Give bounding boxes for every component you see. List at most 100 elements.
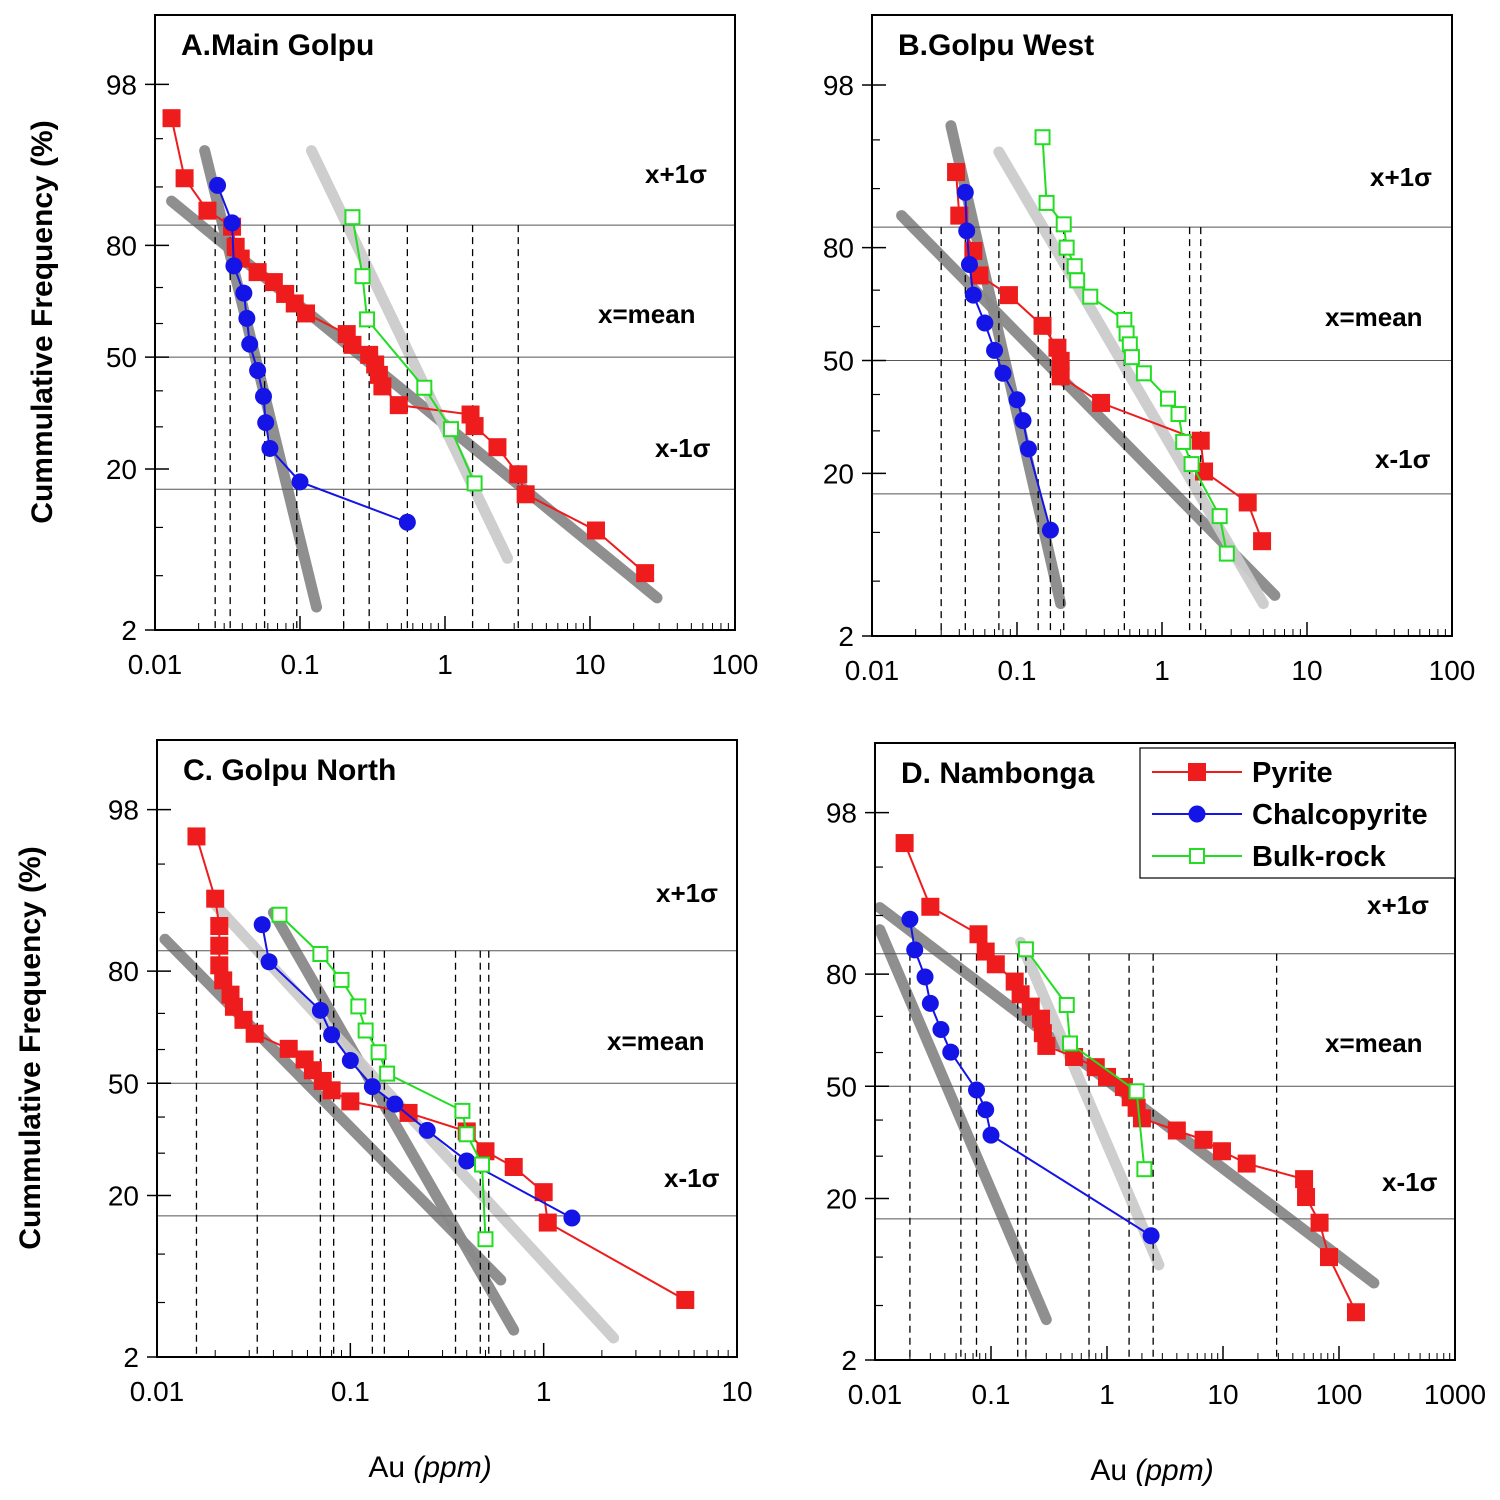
x-tick-label: 0.01 [845, 655, 900, 686]
chalcopyrite-point [323, 1026, 341, 1044]
bulk-rock-point [1218, 545, 1235, 562]
bulk-rock-point [354, 268, 371, 285]
pyrite-point [322, 1081, 341, 1100]
pyrite-point [343, 335, 362, 354]
bulk-rock-point [333, 971, 350, 988]
chalcopyrite-line [216, 185, 408, 524]
fit-line-1 [896, 210, 1281, 601]
chalcopyrite-point [942, 1043, 960, 1061]
chalcopyrite-point [563, 1209, 581, 1227]
x-tick-label: 10 [574, 649, 605, 680]
y-tick-label: 98 [108, 795, 139, 826]
pyrite-point [162, 109, 181, 128]
pyrite-point [895, 834, 914, 853]
bulk-rock-point [312, 946, 329, 963]
x-tick-label: 1 [536, 1376, 552, 1407]
bulk-rock-point [370, 1044, 387, 1061]
chalcopyrite-point [418, 1121, 436, 1139]
pyrite-point [373, 377, 392, 396]
x-tick-label: 100 [1316, 1379, 1363, 1410]
panel-title: B.Golpu West [898, 29, 1094, 62]
chalcopyrite-point [960, 255, 978, 273]
bulk-rock-point [1183, 456, 1200, 473]
chalcopyrite-line [261, 924, 573, 1219]
minus-sigma-label: x-1σ [655, 433, 711, 463]
bulk-rock-point [350, 998, 367, 1015]
pyrite-point [1194, 1130, 1213, 1149]
legend-marker [1189, 848, 1205, 864]
panel-title: D. Nambonga [901, 757, 1095, 790]
pyrite-point [1132, 1109, 1151, 1128]
chalcopyrite-line [908, 919, 1152, 1237]
plot-frame [874, 742, 1456, 1361]
pyrite-point [1065, 1047, 1084, 1066]
mean-label: x=mean [607, 1026, 705, 1056]
pyrite-point [389, 396, 408, 415]
pyrite-point [465, 417, 484, 436]
fit-line-2 [945, 120, 1067, 610]
chalcopyrite-point [209, 176, 227, 194]
pyrite-point [248, 263, 267, 282]
x-tick-label: 0.1 [331, 1376, 370, 1407]
chalcopyrite-point [386, 1095, 404, 1113]
bulk-rock-point [1136, 1161, 1153, 1178]
pyrite-point [534, 1183, 553, 1202]
chalcopyrite-point [257, 414, 275, 432]
pyrite-point [947, 163, 966, 182]
bulk-rock-point [271, 906, 288, 923]
y-tick-label: 2 [123, 1342, 139, 1373]
pyrite-point [476, 1142, 495, 1161]
pyrite-point [1237, 1154, 1256, 1173]
y-tick-label: 80 [106, 230, 137, 261]
x-tick-label: 1000 [1424, 1379, 1486, 1410]
panel-title: A.Main Golpu [181, 29, 374, 62]
pyrite-point [1320, 1248, 1339, 1267]
pyrite-point [587, 521, 606, 540]
minus-sigma-label: x-1σ [1375, 444, 1431, 474]
pyrite-point [1295, 1170, 1314, 1189]
y-tick-label: 98 [106, 69, 137, 100]
pyrite-point [509, 465, 528, 484]
fit-line-3 [1015, 936, 1165, 1271]
pyrite-point [1212, 1142, 1231, 1161]
mean-label: x=mean [598, 299, 696, 329]
fit-line-2 [874, 924, 1052, 1326]
minus-sigma-label: x-1σ [1382, 1167, 1438, 1197]
chalcopyrite-point [994, 364, 1012, 382]
bulk-rock-point [1058, 239, 1075, 256]
pyrite-point [986, 955, 1005, 974]
legend-label: Chalcopyrite [1252, 799, 1428, 831]
mean-label: x=mean [1325, 1028, 1423, 1058]
x-tick-label: 0.01 [130, 1376, 185, 1407]
chalcopyrite-point [1142, 1227, 1160, 1245]
panel-3: x+1σ x=mean x-1σ 2 20 50 80 98 0.01 0.1 1 10 C. Golp… [108, 739, 753, 1407]
pyrite-point [516, 485, 535, 504]
bulk-rock-point [416, 379, 433, 396]
bulk-rock-point [1055, 216, 1072, 233]
pyrite-point [999, 286, 1018, 305]
bulk-rock-point [1128, 1083, 1145, 1100]
mean-label: x=mean [1325, 302, 1423, 332]
chalcopyrite-point [311, 1001, 329, 1019]
chalcopyrite-point [225, 257, 243, 275]
pyrite-point [636, 564, 655, 583]
pyrite-point [1191, 431, 1210, 450]
bulk-rock-point [1038, 194, 1055, 211]
bulk-rock-point [1211, 508, 1228, 525]
x-tick-label: 10 [1291, 655, 1322, 686]
bulk-rock-point [1069, 272, 1086, 289]
y-axis-label: Cummulative Frequency (%) [14, 846, 47, 1249]
chalcopyrite-point [956, 183, 974, 201]
chalcopyrite-point [458, 1152, 476, 1170]
chalcopyrite-point [1014, 412, 1032, 430]
chalcopyrite-point [398, 513, 416, 531]
bulk-rock-point [466, 475, 483, 492]
bulk-rock-point [458, 1126, 475, 1143]
legend-label: Pyrite [1252, 757, 1333, 789]
pyrite-point [1346, 1303, 1365, 1322]
pyrite-point [234, 1010, 253, 1029]
pyrite-point [1033, 316, 1052, 335]
bulk-rock-point [1160, 390, 1177, 407]
y-tick-label: 80 [108, 956, 139, 987]
chalcopyrite-point [921, 994, 939, 1012]
